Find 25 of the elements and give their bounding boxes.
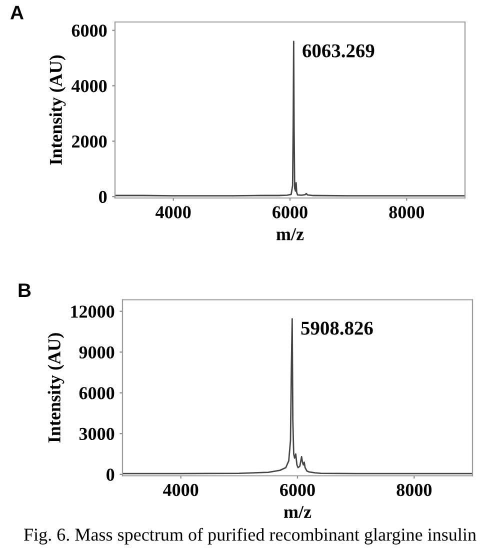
y-tick-label: 3000 [79,428,114,440]
x-axis-title: m/z [276,228,304,240]
x-tick-label: 8000 [396,484,432,496]
y-tick-label: 0 [106,468,114,481]
y-tick-label: 6000 [72,24,107,37]
caption: Fig. 6. Mass spectrum of purified recombinant glargine insulin [24,528,476,544]
x-tick-label: 8000 [389,206,424,218]
chart-title: A [10,6,24,20]
x-tick-label: 6000 [272,206,308,218]
line-series [115,40,465,196]
annotation: 6063.269 [302,44,374,58]
x-tick-label: 6000 [280,484,315,496]
annotation: 5908.826 [301,322,373,335]
y-tick-label: 0 [99,190,107,204]
y-tick-label: 2000 [72,135,107,148]
chart-title: B [18,284,31,297]
x-tick-label: 4000 [163,484,198,496]
y-axis-title: Intensity (AU) [49,55,66,165]
y-tick-label: 9000 [79,346,114,359]
y-tick-label: 12000 [71,306,114,318]
y-tick-label: 6000 [79,387,114,400]
x-axis-title: m/z [284,506,312,518]
y-tick-label: 4000 [72,80,107,92]
x-tick-label: 4000 [156,206,191,218]
y-axis-title: Intensity (AU) [48,333,64,443]
